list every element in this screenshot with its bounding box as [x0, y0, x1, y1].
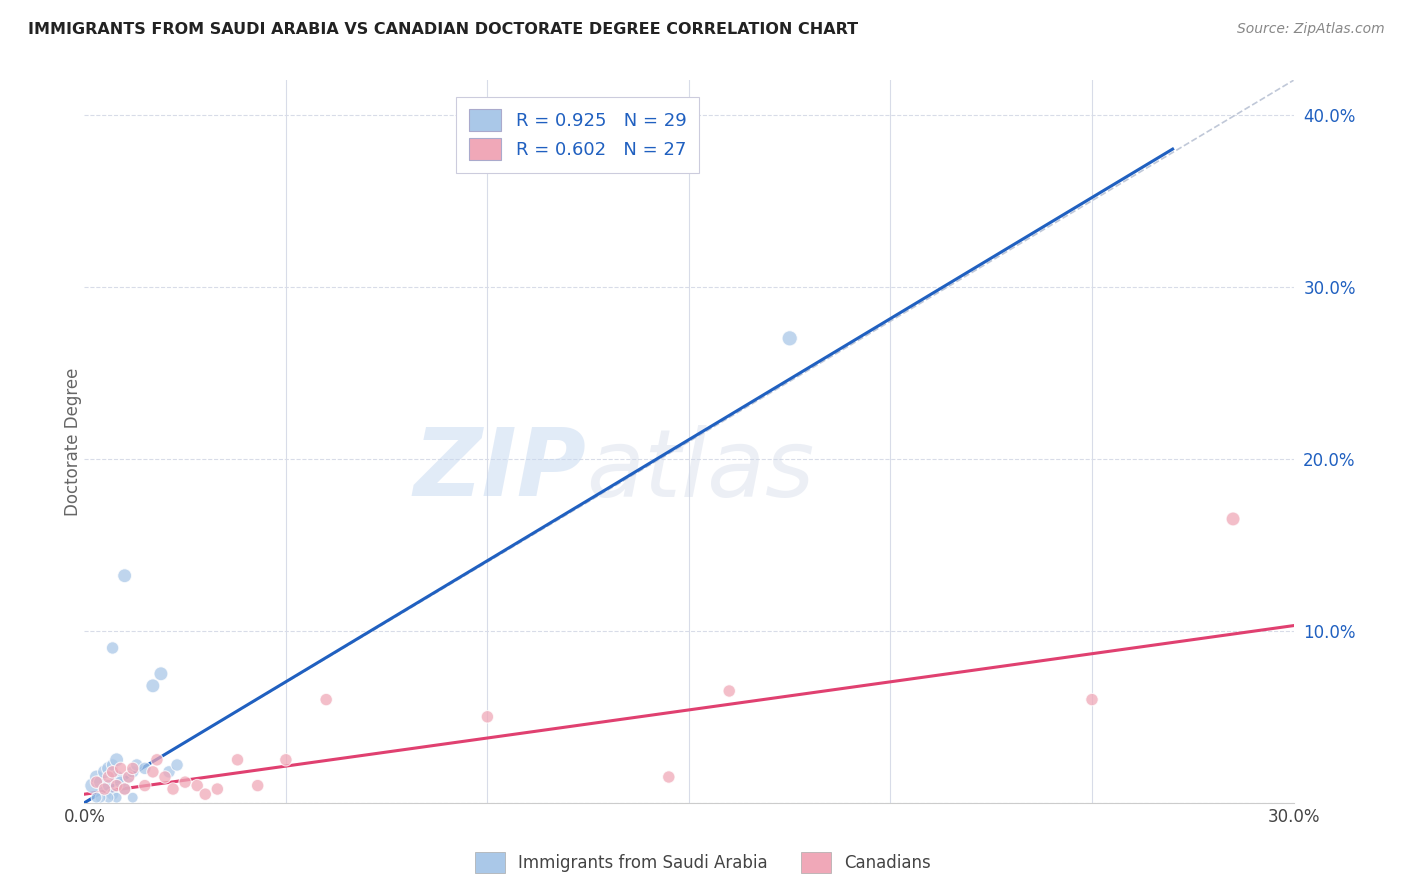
Point	[101, 764, 124, 779]
Point	[134, 779, 156, 793]
Point	[146, 753, 169, 767]
Point	[110, 775, 132, 789]
Point	[718, 684, 741, 698]
Point	[162, 782, 184, 797]
Y-axis label: Doctorate Degree: Doctorate Degree	[65, 368, 82, 516]
Legend: Immigrants from Saudi Arabia, Canadians: Immigrants from Saudi Arabia, Canadians	[468, 846, 938, 880]
Point	[93, 764, 115, 779]
Point	[97, 761, 120, 775]
Point	[82, 779, 104, 793]
Point	[207, 782, 229, 797]
Point	[121, 761, 143, 775]
Legend: R = 0.925   N = 29, R = 0.602   N = 27: R = 0.925 N = 29, R = 0.602 N = 27	[456, 96, 699, 173]
Point	[101, 787, 124, 801]
Point	[1081, 692, 1104, 706]
Point	[114, 568, 136, 582]
Point	[1222, 512, 1244, 526]
Point	[194, 787, 217, 801]
Text: Source: ZipAtlas.com: Source: ZipAtlas.com	[1237, 22, 1385, 37]
Point	[110, 761, 132, 775]
Point	[97, 779, 120, 793]
Point	[157, 764, 180, 779]
Point	[114, 782, 136, 797]
Point	[118, 770, 141, 784]
Text: atlas: atlas	[586, 425, 814, 516]
Point	[125, 758, 148, 772]
Point	[315, 692, 337, 706]
Point	[86, 770, 108, 784]
Point	[477, 710, 499, 724]
Point	[89, 790, 111, 805]
Point	[101, 640, 124, 655]
Point	[134, 761, 156, 775]
Point	[174, 775, 197, 789]
Point	[86, 790, 108, 805]
Point	[93, 782, 115, 797]
Point	[274, 753, 297, 767]
Text: IMMIGRANTS FROM SAUDI ARABIA VS CANADIAN DOCTORATE DEGREE CORRELATION CHART: IMMIGRANTS FROM SAUDI ARABIA VS CANADIAN…	[28, 22, 858, 37]
Point	[142, 679, 165, 693]
Point	[246, 779, 269, 793]
Point	[105, 753, 128, 767]
Point	[101, 758, 124, 772]
Point	[142, 764, 165, 779]
Point	[779, 331, 801, 345]
Point	[114, 782, 136, 797]
Point	[89, 775, 111, 789]
Text: ZIP: ZIP	[413, 425, 586, 516]
Point	[226, 753, 249, 767]
Point	[105, 779, 128, 793]
Point	[97, 770, 120, 784]
Point	[93, 782, 115, 797]
Point	[86, 775, 108, 789]
Point	[97, 790, 120, 805]
Point	[121, 764, 143, 779]
Point	[121, 790, 143, 805]
Point	[149, 666, 172, 681]
Point	[118, 770, 141, 784]
Point	[105, 790, 128, 805]
Point	[166, 758, 188, 772]
Point	[153, 770, 176, 784]
Point	[186, 779, 208, 793]
Point	[658, 770, 681, 784]
Point	[105, 770, 128, 784]
